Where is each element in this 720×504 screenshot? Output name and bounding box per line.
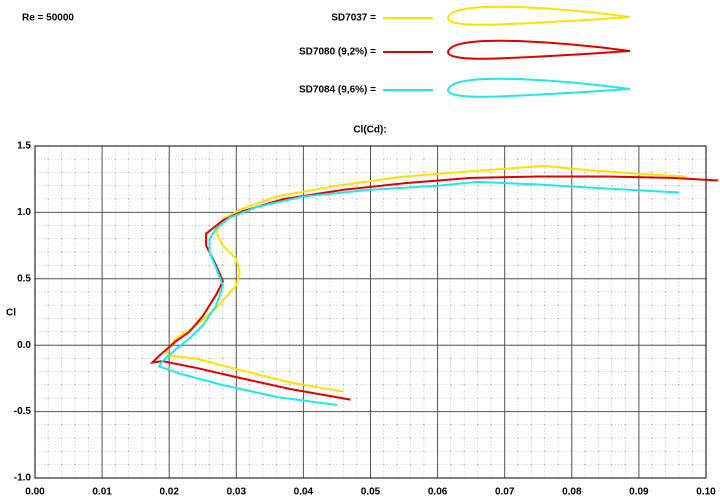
y-axis-label: Cl xyxy=(6,308,16,319)
series-line xyxy=(157,180,680,406)
x-tick-label: 0.04 xyxy=(294,487,314,498)
x-tick-label: 0.10 xyxy=(696,487,716,498)
series-line xyxy=(164,164,686,393)
legend-label: SD7037 = xyxy=(331,13,376,24)
legend-airfoil xyxy=(446,77,631,98)
x-tick-label: 0.09 xyxy=(629,487,649,498)
y-tick-label: 1.5 xyxy=(17,141,31,152)
annotation: Re = 50000 xyxy=(22,13,74,24)
x-tick-label: 0.07 xyxy=(495,487,515,498)
x-tick-label: 0.02 xyxy=(159,487,179,498)
y-tick-label: -1.0 xyxy=(14,473,32,484)
y-tick-label: 0.5 xyxy=(17,273,31,284)
y-tick-label: 1.0 xyxy=(17,207,31,218)
x-tick-label: 0.05 xyxy=(361,487,381,498)
legend-label: SD7084 (9,6%) = xyxy=(299,85,376,96)
x-tick-label: 0.03 xyxy=(227,487,247,498)
x-tick-label: 0.08 xyxy=(562,487,582,498)
x-tick-label: 0.06 xyxy=(428,487,448,498)
plot-frame xyxy=(34,145,707,479)
legend-airfoil xyxy=(446,39,631,60)
y-tick-label: -0.5 xyxy=(14,406,32,417)
y-tick-label: 0.0 xyxy=(17,340,31,351)
legend-label: SD7080 (9,2%) = xyxy=(299,47,376,58)
x-tick-label: 0.00 xyxy=(25,487,45,498)
legend-airfoil xyxy=(446,5,631,26)
chart-title: Cl(Cd): xyxy=(353,125,386,136)
x-tick-label: 0.01 xyxy=(92,487,112,498)
